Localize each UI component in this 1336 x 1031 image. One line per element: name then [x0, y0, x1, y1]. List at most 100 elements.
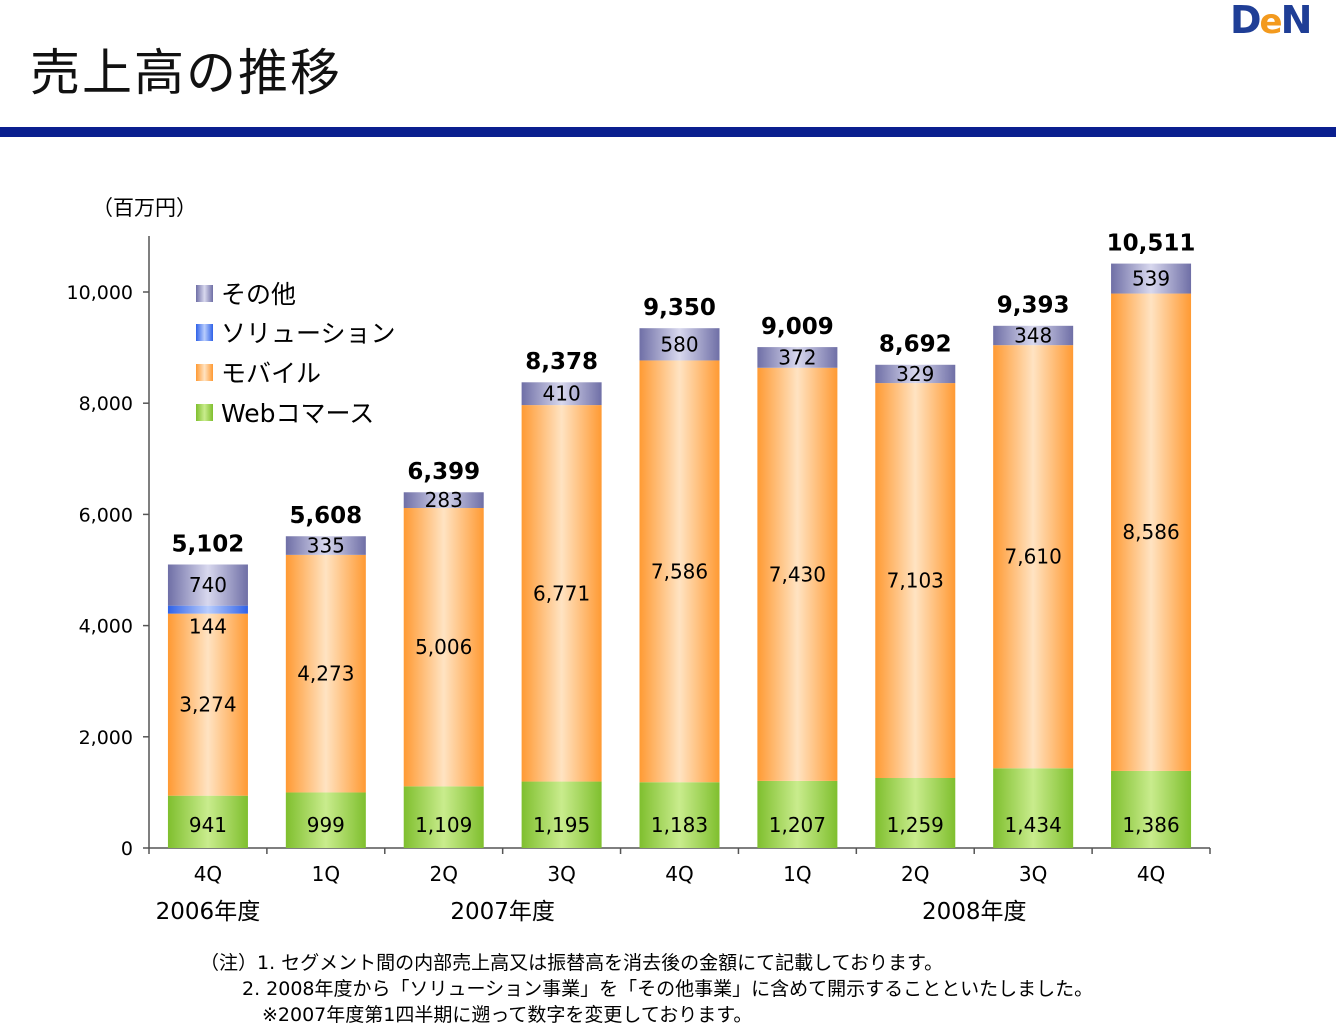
x-tick-label: 2Q	[429, 862, 457, 886]
data-label: 1,386	[1122, 813, 1179, 837]
data-label: 740	[189, 573, 227, 597]
total-label: 8,378	[525, 349, 598, 375]
logo-letter-n: N	[1280, 0, 1313, 42]
data-label: 7,610	[1005, 545, 1062, 569]
footnote-3: ※2007年度第1四半期に遡って数字を変更しております。	[262, 1004, 753, 1026]
revenue-stacked-bar-chart: （百万円） 0 2,000 4,000 6,000 8,000 10,000 4Q 1Q 2Q 3…	[67, 196, 1211, 925]
logo-letter-d: D	[1230, 0, 1262, 42]
bar-segment	[757, 347, 838, 368]
bar-segment	[757, 780, 838, 848]
legend-label: Webコマース	[221, 399, 374, 428]
dena-logo: DeN	[1230, 0, 1313, 44]
data-label: 1,434	[1005, 813, 1062, 837]
data-label: 1,195	[533, 813, 590, 837]
total-label: 5,102	[172, 531, 245, 557]
total-label: 6,399	[407, 459, 480, 485]
data-label: 283	[425, 488, 463, 512]
bar-segment	[757, 367, 838, 781]
footnotes: （注）1. セグメント間の内部売上高又は振替高を消去後の金額にて記載しております…	[200, 950, 1093, 1028]
total-label: 5,608	[289, 503, 362, 529]
data-label: 7,586	[651, 559, 708, 583]
legend-swatch	[196, 285, 213, 302]
y-tick-label: 10,000	[67, 282, 133, 304]
data-label: 372	[778, 345, 816, 369]
data-label: 7,103	[887, 569, 944, 593]
data-label: 539	[1132, 267, 1170, 291]
data-label: 335	[307, 534, 345, 558]
logo-letter-e: e	[1259, 2, 1283, 42]
fiscal-year-label: 2006年度	[156, 899, 261, 925]
legend-swatch	[196, 324, 213, 341]
total-label: 9,393	[997, 293, 1070, 319]
page-title: 売上高の推移	[30, 44, 342, 102]
bar-segment	[639, 328, 720, 361]
x-tick-label: 4Q	[194, 862, 222, 886]
bar-segment	[403, 492, 484, 509]
total-label: 9,009	[761, 314, 834, 340]
data-label: 580	[660, 332, 698, 356]
data-label: 4,273	[297, 662, 354, 686]
y-tick-label: 8,000	[79, 393, 133, 415]
data-label: 941	[189, 813, 227, 837]
x-tick-label: 2Q	[901, 862, 929, 886]
data-label: 5,006	[415, 635, 472, 659]
bar-segment	[403, 508, 484, 787]
bar-segment	[167, 605, 248, 614]
data-label: 1,109	[415, 813, 472, 837]
bar-segment	[875, 383, 956, 778]
data-label: 6,771	[533, 581, 590, 605]
x-tick-label: 1Q	[783, 862, 811, 886]
legend-label: モバイル	[221, 359, 321, 388]
total-label: 8,692	[879, 332, 952, 358]
data-label: 1,259	[887, 813, 944, 837]
fiscal-year-label: 2007年度	[450, 899, 555, 925]
x-tick-label: 3Q	[1019, 862, 1047, 886]
x-tick-label: 4Q	[1137, 862, 1165, 886]
bar-segment	[875, 777, 956, 848]
data-label: 144	[189, 615, 227, 639]
bar-segment	[1111, 293, 1192, 771]
legend-swatch	[196, 364, 213, 381]
bar-segment	[521, 405, 602, 782]
bar-segment	[403, 786, 484, 848]
footnote-2: 2. 2008年度から「ソリューション事業」を「その他事業」に含めて開示すること…	[242, 978, 1094, 1000]
y-tick-label: 2,000	[79, 727, 133, 749]
bar-segment	[285, 554, 366, 793]
legend-label: その他	[221, 280, 296, 309]
title-rule	[0, 127, 1336, 137]
data-label: 410	[543, 382, 581, 406]
total-label: 9,350	[643, 295, 716, 321]
bar-segment	[521, 781, 602, 848]
bar-segment	[993, 768, 1074, 848]
bar-segment	[285, 792, 366, 848]
x-tick-label: 1Q	[312, 862, 340, 886]
data-label: 3,274	[179, 693, 236, 717]
fiscal-year-label: 2008年度	[922, 899, 1027, 925]
y-tick-label: 0	[121, 838, 133, 860]
y-tick-label: 4,000	[79, 616, 133, 638]
legend-label: ソリューション	[221, 319, 396, 348]
total-label: 10,511	[1107, 231, 1196, 257]
bar-segment	[521, 382, 602, 406]
bar-segment	[993, 345, 1074, 769]
data-label: 999	[307, 813, 345, 837]
x-tick-label: 4Q	[665, 862, 693, 886]
bar-segment	[639, 782, 720, 848]
x-tick-label: 3Q	[547, 862, 575, 886]
data-label: 1,207	[769, 813, 826, 837]
data-label: 7,430	[769, 562, 826, 586]
bar-segment	[639, 360, 720, 783]
bar-segment	[1111, 263, 1192, 294]
bars: 941 3,274 144 740 5,102 999 4,273 335 5,608 1,109…	[167, 231, 1196, 848]
bar-segment	[167, 613, 248, 796]
y-tick-label: 6,000	[79, 504, 133, 526]
data-label: 8,586	[1122, 520, 1179, 544]
bar-segment	[875, 364, 956, 384]
footnote-1: （注）1. セグメント間の内部売上高又は振替高を消去後の金額にて記載しております…	[200, 952, 944, 974]
bar-segment	[285, 536, 366, 555]
data-label: 329	[896, 362, 934, 386]
bar-segment	[167, 795, 248, 848]
data-label: 1,183	[651, 813, 708, 837]
bar-segment	[1111, 770, 1192, 848]
